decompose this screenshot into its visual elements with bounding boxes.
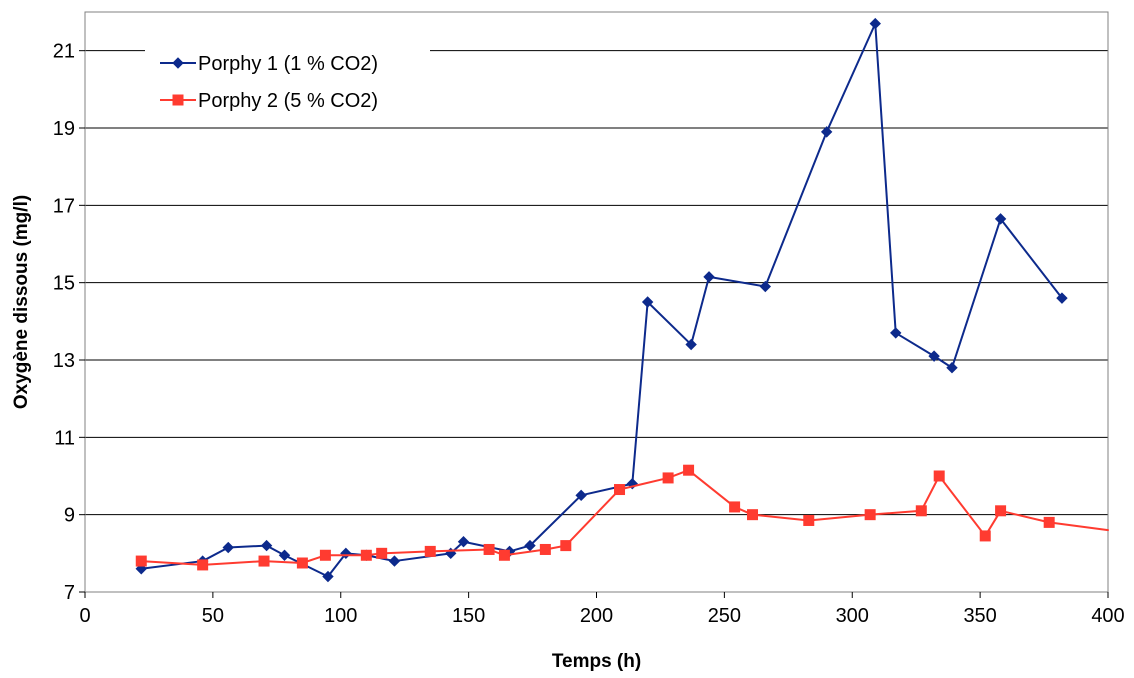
x-tick-label: 400 (1091, 605, 1124, 627)
series-2-point (197, 559, 209, 571)
series-2-point (662, 472, 674, 484)
series-2-point (864, 509, 876, 521)
series-2-point (560, 540, 572, 552)
series-2-point (498, 549, 510, 561)
series-2-point (319, 549, 331, 561)
series-1-point (759, 280, 772, 293)
series-2-point (747, 509, 759, 521)
series-1-point (928, 350, 940, 362)
series-2-point (1043, 516, 1055, 528)
x-tick-label: 150 (452, 605, 485, 627)
gridlines (85, 50, 1108, 516)
tick-labels: 7 9 11 13 15 17 19 21 0 50 100 150 200 250 300 350 400 (53, 41, 1125, 627)
y-tick-label: 13 (53, 350, 75, 372)
series-2-point (360, 549, 372, 561)
y-tick-label: 19 (53, 118, 75, 140)
series-1-point (869, 17, 881, 30)
series-2-point (614, 484, 626, 496)
series-2-point (979, 530, 991, 542)
legend-marker-1 (172, 57, 184, 69)
series-1-point (260, 539, 273, 552)
legend-item-2: Porphy 2 (5 % CO2) (160, 90, 378, 112)
x-tick-label: 300 (836, 605, 869, 627)
series-2-point (135, 555, 147, 567)
series-2-point (376, 547, 388, 559)
x-tick-label: 0 (79, 605, 90, 627)
series-1-point (524, 539, 536, 552)
legend-item-1: Porphy 1 (1 % CO2) (160, 53, 378, 75)
x-tick-label: 250 (708, 605, 741, 627)
series-1-point (388, 555, 401, 567)
y-tick-label: 21 (53, 41, 75, 63)
y-tick-label: 17 (53, 195, 75, 217)
legend-label-2: Porphy 2 (5 % CO2) (198, 90, 378, 112)
series-1-line (140, 22, 1063, 578)
series-1-point (994, 213, 1007, 225)
series-1-point (278, 549, 291, 561)
series-2-point (915, 505, 927, 517)
y-tick-label: 9 (64, 505, 75, 527)
legend: Porphy 1 (1 % CO2) Porphy 2 (5 % CO2) (145, 40, 430, 120)
series-1-point (575, 489, 587, 502)
series-2-point (424, 545, 436, 557)
legend-label-1: Porphy 1 (1 % CO2) (198, 53, 378, 75)
series-1-point (685, 338, 697, 351)
x-tick-label: 200 (580, 605, 613, 627)
y-tick-label: 7 (64, 582, 75, 604)
series-1-point (222, 541, 234, 554)
series-1-point (946, 362, 958, 374)
series-2 (135, 464, 1109, 571)
series-1-point (703, 271, 715, 283)
series-2-point (995, 505, 1007, 517)
x-axis-title: Temps (h) (552, 651, 641, 672)
series-2-point (729, 501, 741, 513)
series-2-point (483, 543, 495, 555)
series-2-point (933, 470, 945, 482)
series-2-point (296, 557, 308, 569)
x-tick-label: 100 (324, 605, 357, 627)
series-2-point (683, 464, 695, 476)
series-1-point (322, 570, 334, 583)
series-2-point (258, 555, 270, 567)
legend-box (145, 40, 430, 120)
series-1-point (641, 296, 654, 308)
y-tick-label: 15 (53, 273, 75, 295)
series-2-point (803, 514, 815, 526)
y-tick-label: 11 (54, 427, 75, 449)
x-tick-label: 350 (963, 605, 996, 627)
series-2-point (539, 543, 551, 555)
legend-marker-2 (172, 94, 184, 106)
series-1-point (820, 126, 833, 138)
series-1-point (457, 536, 470, 548)
series-lines (135, 17, 1109, 583)
y-axis-title: Oxygène dissous (mg/l) (11, 195, 32, 409)
x-tick-label: 50 (202, 605, 224, 627)
series-1-point (890, 327, 902, 339)
series-1-point (1056, 292, 1068, 304)
